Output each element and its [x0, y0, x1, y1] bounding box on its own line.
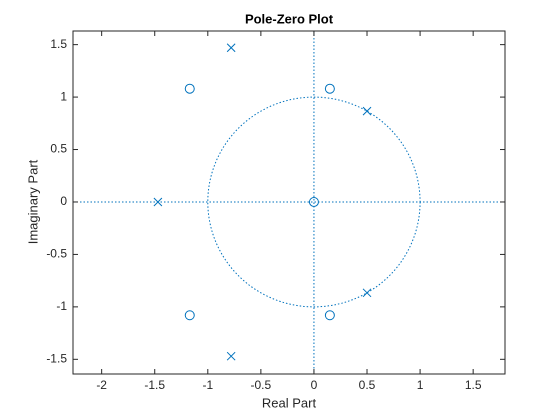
x-tick-label: 0 [311, 378, 318, 392]
y-tick-label: -0.5 [46, 247, 67, 261]
x-tick-label: -2 [96, 378, 107, 392]
y-tick-label: 0 [60, 194, 67, 208]
pole-marker [362, 106, 372, 116]
pole-marker [362, 288, 372, 298]
x-axis-label: Real Part [262, 395, 317, 410]
y-tick-label: 1 [60, 89, 67, 103]
zero-marker [184, 83, 195, 94]
pole-marker [226, 43, 236, 53]
x-tick-label: 1.5 [465, 378, 482, 392]
x-tick-label: -1 [202, 378, 213, 392]
x-tick-label: 1 [417, 378, 424, 392]
pole-marker [226, 351, 236, 361]
y-tick-label: 0.5 [50, 142, 67, 156]
chart-title: Pole-Zero Plot [245, 11, 334, 26]
y-tick-label: 1.5 [50, 37, 67, 51]
y-tick-label: -1 [56, 299, 67, 313]
y-tick-label: -1.5 [46, 351, 67, 365]
unit-circle [207, 96, 421, 308]
zero-marker [184, 310, 195, 321]
x-tick-label: -1.5 [144, 378, 165, 392]
zero-marker [324, 83, 335, 94]
y-axis-label: Imaginary Part [25, 159, 40, 244]
pole-marker [153, 197, 163, 207]
x-tick-label: -0.5 [251, 378, 272, 392]
zero-marker [324, 310, 335, 321]
zero-marker [308, 196, 319, 207]
x-tick-label: 0.5 [359, 378, 376, 392]
axes-box [72, 30, 506, 375]
